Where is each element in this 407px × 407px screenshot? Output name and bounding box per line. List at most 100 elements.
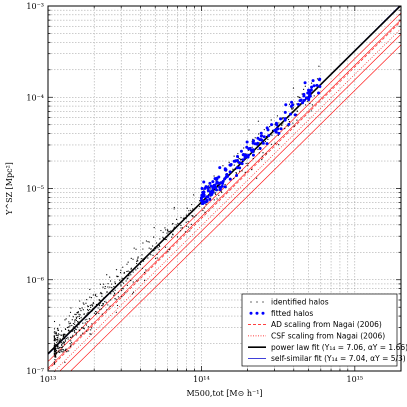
fitted-halo-point	[251, 148, 255, 152]
identified-halo-point	[113, 285, 115, 288]
fitted-halo-point	[229, 162, 233, 166]
y-axis-label: Y^SZ [Mpc²]	[5, 162, 14, 216]
fitted-halo-point	[266, 128, 270, 132]
identified-halo-point	[91, 305, 94, 307]
identified-halo-point	[203, 207, 205, 209]
identified-halo-point	[95, 312, 97, 315]
identified-halo-point	[284, 128, 286, 130]
identified-halo-point	[165, 238, 167, 241]
identified-halo-point	[172, 233, 174, 235]
identified-halo-point	[83, 313, 85, 315]
identified-halo-point	[175, 224, 177, 226]
identified-halo-point	[170, 230, 172, 232]
fitted-halo-point	[206, 189, 210, 193]
fitted-halo-point	[233, 159, 237, 163]
identified-halo-point	[63, 341, 66, 343]
identified-halo-point	[205, 203, 207, 206]
identified-halo-point	[121, 281, 123, 283]
fitted-halo-point	[279, 117, 283, 121]
identified-halo-point	[164, 246, 167, 248]
fitted-halo-point	[235, 166, 239, 170]
identified-halo-point	[53, 337, 56, 339]
identified-halo-point	[80, 317, 82, 319]
identified-halo-point	[204, 211, 206, 213]
identified-halo-point	[53, 328, 56, 330]
identified-halo-point	[53, 353, 56, 355]
identified-halo-point	[56, 347, 58, 349]
identified-halo-point	[70, 344, 72, 346]
identified-halo-point	[53, 363, 56, 365]
identified-halo-point	[109, 286, 111, 288]
identified-halo-point	[133, 247, 135, 249]
identified-halo-point	[106, 291, 108, 293]
fitted-halo-point	[228, 170, 232, 174]
identified-halo-point	[291, 108, 293, 111]
identified-halo-point	[80, 310, 82, 312]
identified-halo-point	[90, 297, 93, 299]
identified-halo-point	[114, 289, 116, 291]
fitted-halo-point	[274, 121, 278, 125]
identified-halo-point	[173, 226, 175, 228]
identified-halo-point	[70, 336, 72, 338]
identified-halo-point	[316, 78, 319, 80]
identified-halo-point	[247, 165, 249, 167]
identified-halo-point	[60, 334, 62, 336]
identified-halo-point	[55, 338, 57, 341]
identified-halo-point	[79, 308, 81, 310]
fitted-halo-point	[287, 122, 291, 126]
identified-halo-point	[55, 345, 57, 348]
identified-halo-point	[287, 125, 289, 127]
identified-halo-point	[73, 330, 76, 332]
identified-halo-point	[288, 121, 291, 123]
identified-halo-point	[194, 216, 196, 218]
identified-halo-point	[53, 335, 55, 337]
identified-halo-point	[55, 331, 57, 333]
identified-halo-point	[142, 260, 145, 262]
identified-halo-point	[81, 307, 83, 309]
identified-halo-point	[125, 280, 127, 282]
identified-halo-point	[184, 231, 186, 233]
fitted-halo-point	[206, 186, 210, 190]
fitted-halo-point	[241, 158, 245, 162]
identified-halo-point	[137, 257, 139, 259]
identified-halo-point	[267, 138, 269, 140]
identified-halo-point	[58, 349, 60, 351]
identified-halo-point	[57, 351, 60, 353]
identified-halo-point	[96, 304, 98, 307]
identified-halo-point	[251, 169, 253, 171]
identified-halo-point	[104, 301, 106, 303]
identified-halo-point	[53, 345, 55, 347]
identified-halo-point	[257, 120, 260, 122]
identified-halo-point	[68, 321, 70, 323]
identified-halo-point	[115, 311, 117, 313]
identified-halo-point	[57, 345, 59, 348]
identified-halo-point	[99, 299, 101, 302]
identified-halo-point	[281, 123, 283, 125]
legend-label: AD scaling from Nagai (2006)	[271, 320, 382, 329]
identified-halo-point	[256, 177, 258, 179]
identified-halo-point	[74, 331, 76, 333]
data-points	[53, 65, 322, 372]
identified-halo-point	[73, 326, 75, 328]
identified-halo-point	[171, 223, 174, 225]
identified-halo-point	[69, 322, 72, 324]
identified-halo-point	[53, 346, 56, 348]
identified-halo-point	[254, 137, 256, 139]
fitted-halo-point	[258, 146, 262, 150]
identified-halo-point	[143, 279, 146, 281]
identified-halo-point	[278, 122, 280, 124]
identified-halo-point	[239, 170, 241, 172]
identified-halo-point	[91, 327, 93, 329]
identified-halo-point	[72, 334, 74, 336]
identified-halo-point	[122, 278, 124, 280]
identified-halo-point	[59, 346, 61, 349]
identified-halo-point	[186, 207, 188, 209]
identified-halo-point	[72, 336, 74, 338]
identified-halo-point	[72, 322, 75, 325]
identified-halo-point	[160, 229, 162, 232]
fitted-halo-point	[279, 127, 283, 131]
identified-halo-point	[86, 313, 88, 315]
identified-halo-point	[171, 236, 173, 238]
identified-halo-point	[309, 102, 311, 105]
identified-halo-point	[235, 172, 237, 174]
